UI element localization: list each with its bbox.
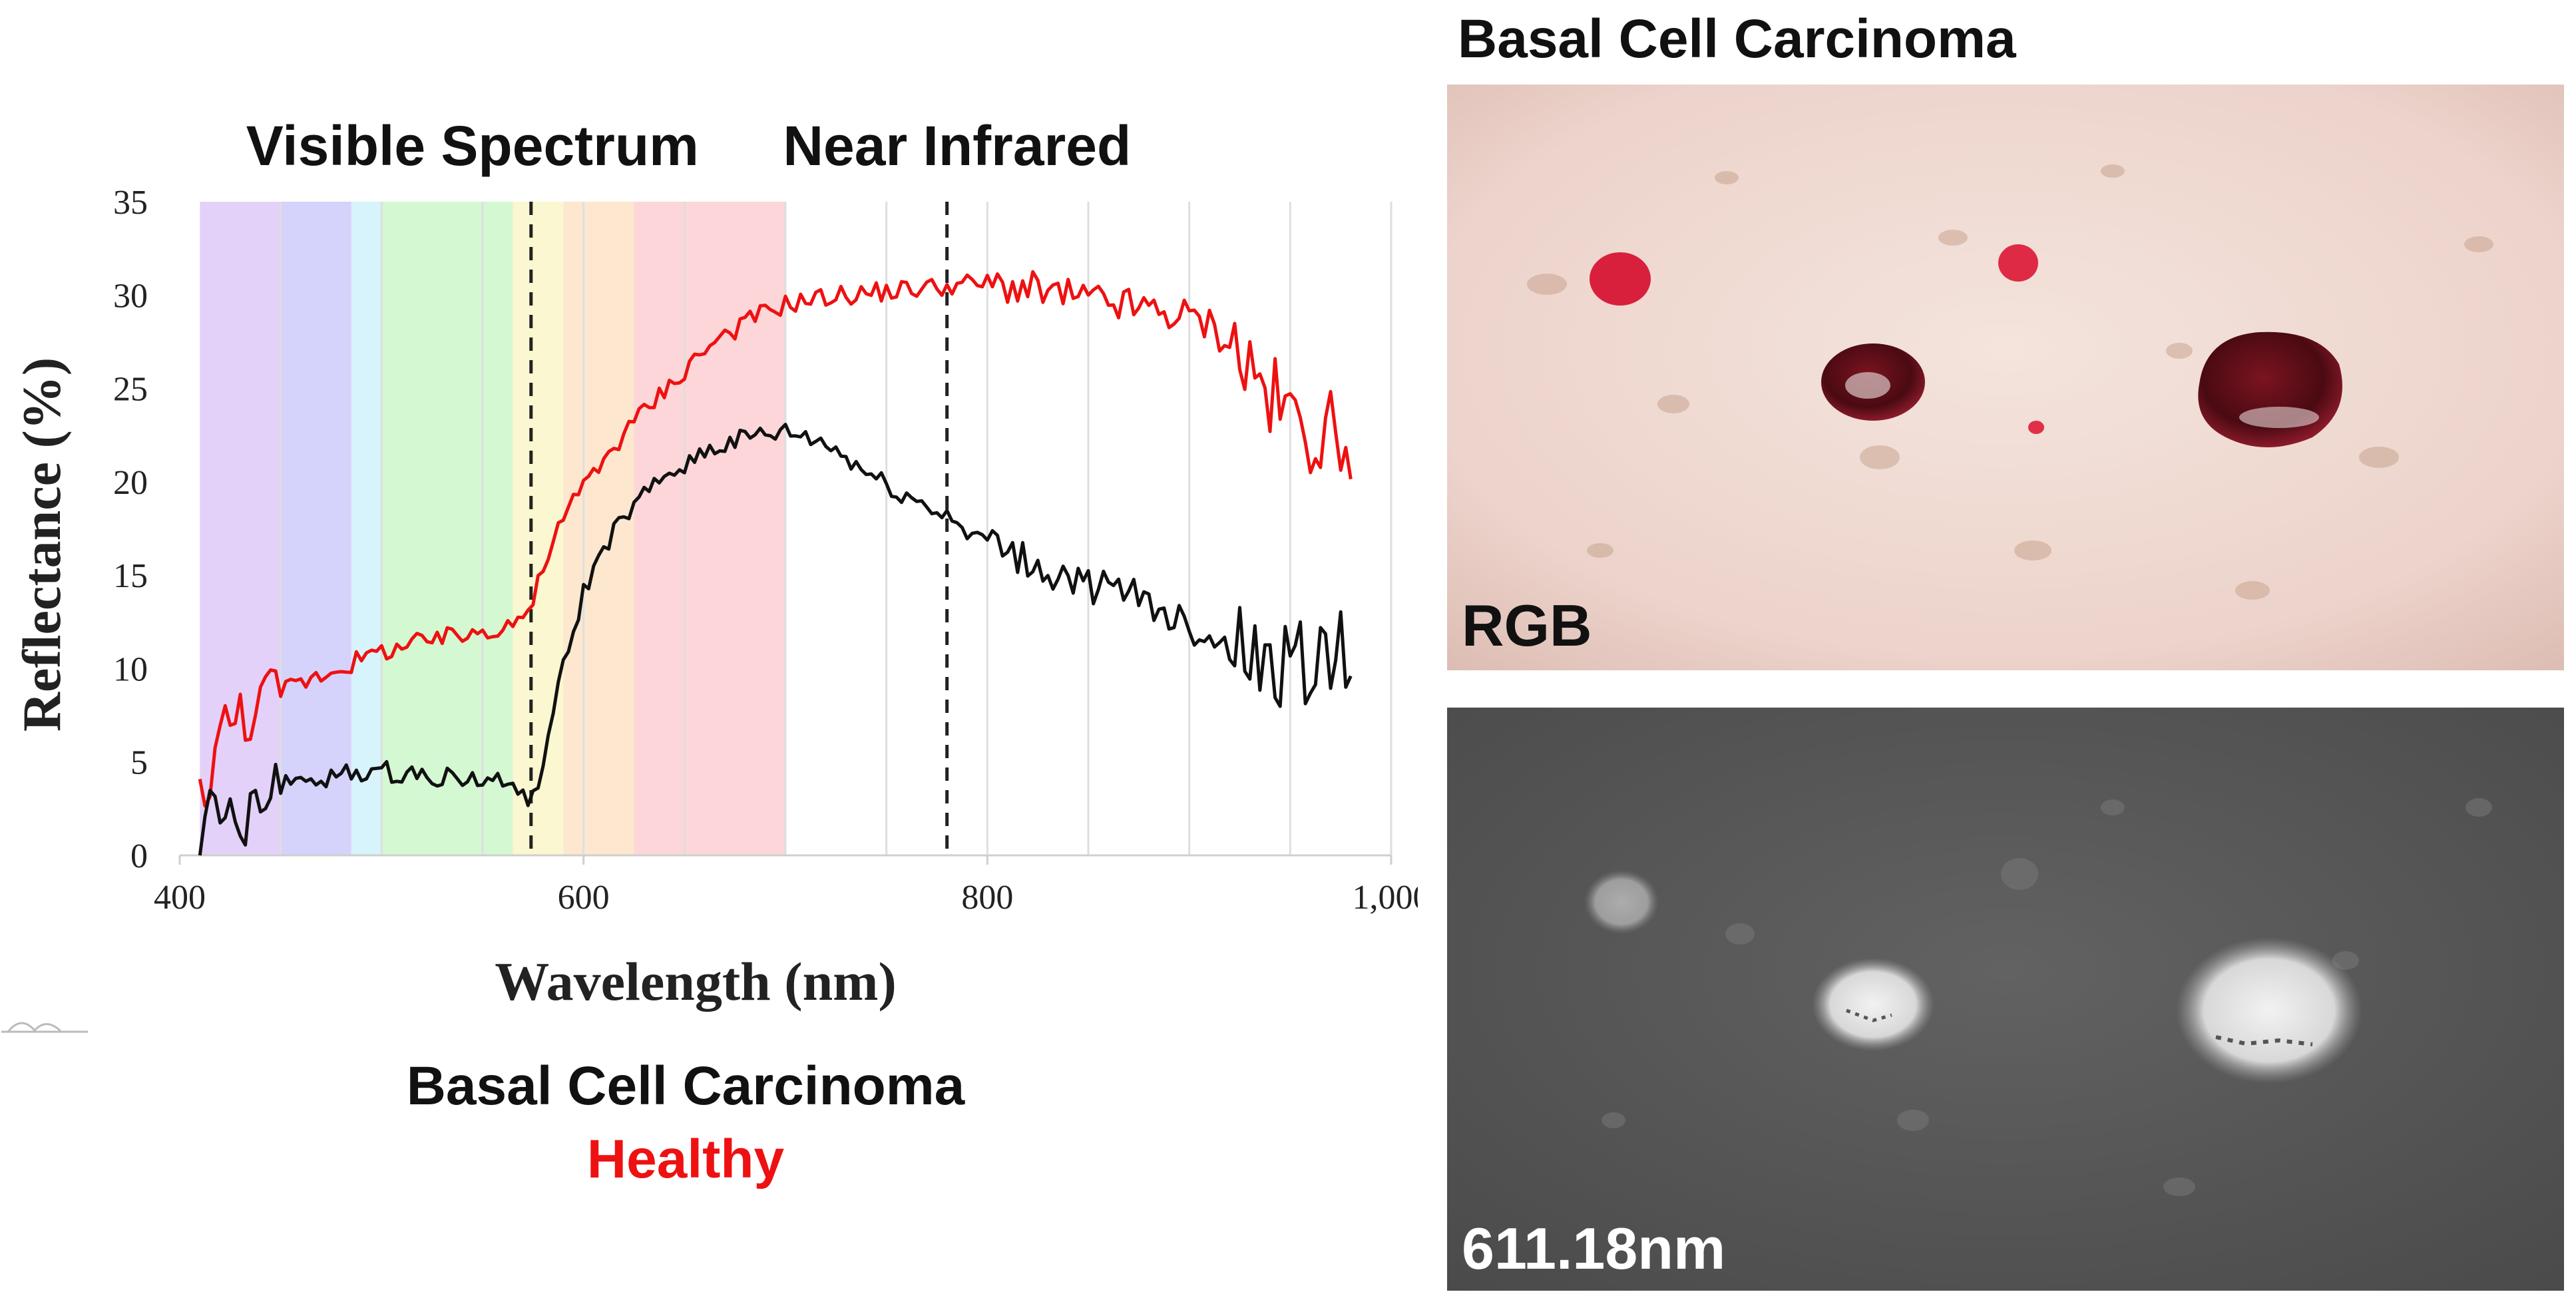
region-label-nir: Near Infrared: [783, 114, 1131, 177]
color-band-0: [200, 202, 281, 855]
y-tick-label: 35: [113, 184, 148, 222]
series-line-basal-cell-carcinoma: [198, 423, 1353, 856]
x-tick-labels: 400 600 800 1,000: [154, 879, 1418, 917]
legend-healthy: Healthy: [586, 1129, 785, 1190]
y-tick-label: 0: [130, 837, 148, 875]
y-tick-label: 10: [113, 650, 148, 688]
series-line-healthy: [198, 270, 1353, 808]
boundary-dashed-lines: [529, 202, 949, 855]
color-band-1: [280, 202, 351, 855]
color-band-4: [513, 202, 564, 855]
y-tick-label: 20: [113, 464, 148, 502]
series-lines: [198, 270, 1353, 856]
band-label: 611.18nm: [1462, 1215, 1726, 1281]
y-tick-label: 5: [130, 744, 148, 782]
panel-title: Basal Cell Carcinoma: [1458, 9, 2016, 69]
reflectance-chart: 0 5 10 15 20 25 30 35 400 600 800 1,000 Visible Sp…: [1, 114, 1418, 1033]
x-tick-label: 400: [154, 879, 206, 917]
x-tick-label: 600: [558, 879, 610, 917]
watermark-logo: [1, 1022, 88, 1033]
spectrum-color-bands: [200, 202, 785, 855]
region-labels: Visible Spectrum Near Infrared: [246, 114, 1131, 177]
color-band-5: [563, 202, 634, 855]
y-tick-label: 15: [113, 557, 148, 595]
rgb-label: RGB: [1462, 592, 1592, 658]
y-tick-label: 25: [113, 371, 148, 409]
band-image-611nm: 611.18nm: [1447, 708, 2564, 1291]
color-band-6: [634, 202, 785, 855]
region-label-visible: Visible Spectrum: [246, 114, 699, 177]
x-tick-label: 1,000: [1353, 879, 1418, 917]
vertical-gridlines: [280, 202, 1393, 855]
x-axis-label: Wavelength (nm): [495, 951, 897, 1012]
y-axis-label: Reflectance (%): [11, 357, 72, 732]
x-tick-label: 800: [961, 879, 1013, 917]
legend-bcc: Basal Cell Carcinoma: [406, 1056, 965, 1116]
color-band-3: [381, 202, 513, 855]
rgb-image: RGB: [1447, 85, 2564, 670]
y-tick-labels: 0 5 10 15 20 25 30 35: [113, 184, 148, 875]
axes: [178, 854, 1393, 865]
y-tick-label: 30: [113, 277, 148, 315]
color-band-2: [351, 202, 382, 855]
